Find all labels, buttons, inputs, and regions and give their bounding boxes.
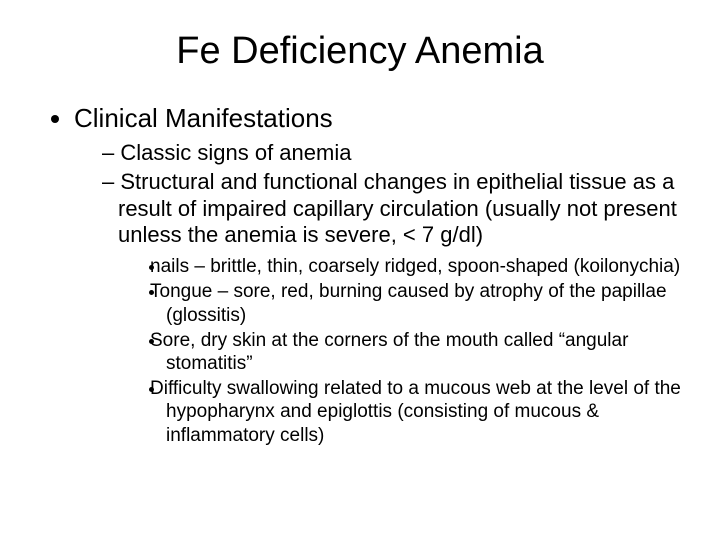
list-item-text: nails – brittle, thin, coarsely ridged, … <box>150 256 680 277</box>
list-item: Sore, dry skin at the corners of the mou… <box>166 329 690 375</box>
list-item-text: Difficulty swallowing related to a mucou… <box>150 378 681 445</box>
list-item: Structural and functional changes in epi… <box>102 169 690 447</box>
slide-title: Fe Deficiency Anemia <box>30 30 690 73</box>
bullet-list-level1: Clinical Manifestations Classic signs of… <box>30 103 690 447</box>
list-item-text: Clinical Manifestations <box>74 103 333 133</box>
list-item-text: Tongue – sore, red, burning caused by at… <box>150 281 667 325</box>
slide: Fe Deficiency Anemia Clinical Manifestat… <box>0 0 720 540</box>
list-item: nails – brittle, thin, coarsely ridged, … <box>166 255 690 278</box>
bullet-list-level3: nails – brittle, thin, coarsely ridged, … <box>118 255 690 446</box>
list-item: Tongue – sore, red, burning caused by at… <box>166 280 690 326</box>
list-item: Difficulty swallowing related to a mucou… <box>166 377 690 447</box>
list-item-text: Structural and functional changes in epi… <box>118 169 677 248</box>
list-item-text: Sore, dry skin at the corners of the mou… <box>150 330 628 374</box>
list-item: Clinical Manifestations Classic signs of… <box>74 103 690 447</box>
list-item: Classic signs of anemia <box>102 140 690 167</box>
bullet-list-level2: Classic signs of anemia Structural and f… <box>74 140 690 447</box>
list-item-text: Classic signs of anemia <box>120 140 351 165</box>
